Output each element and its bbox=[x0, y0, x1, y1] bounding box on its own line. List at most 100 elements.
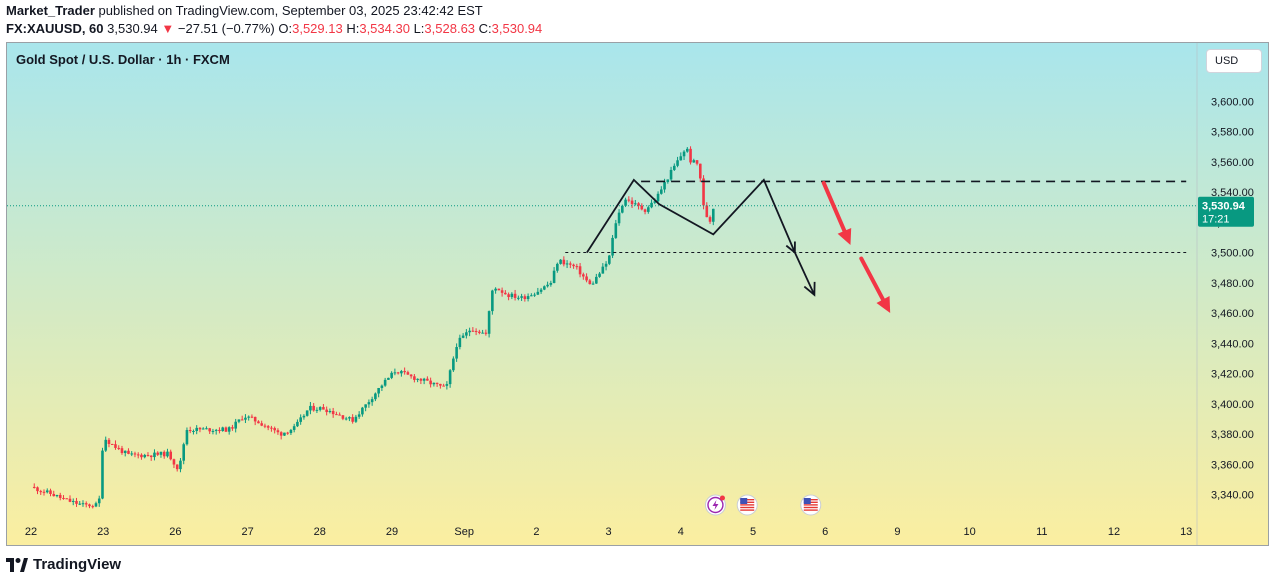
candle-body bbox=[341, 415, 345, 419]
y-tick-label: 3,360.00 bbox=[1211, 459, 1254, 471]
x-tick-label: 12 bbox=[1108, 526, 1120, 538]
candle-body bbox=[643, 209, 647, 212]
candle-body bbox=[133, 453, 137, 455]
candle-body bbox=[526, 296, 530, 300]
candle-body bbox=[318, 407, 322, 410]
candle-body bbox=[361, 407, 364, 415]
forecast-arrow-shaft bbox=[821, 180, 847, 235]
candle-body bbox=[370, 399, 374, 403]
candle-body bbox=[552, 270, 556, 283]
candle-body bbox=[107, 439, 111, 444]
y-tick-label: 3,540.00 bbox=[1211, 187, 1254, 199]
candle-body bbox=[270, 427, 273, 429]
y-tick-label: 3,340.00 bbox=[1211, 490, 1254, 502]
brand-name: TradingView bbox=[33, 556, 122, 573]
candle-body bbox=[562, 259, 566, 265]
candle-body bbox=[62, 497, 65, 499]
tradingview-brand[interactable]: TradingView bbox=[6, 556, 121, 573]
candle-body bbox=[458, 337, 462, 348]
candle-body bbox=[676, 160, 679, 166]
tradingview-logo-icon bbox=[6, 557, 28, 572]
published-text: published on TradingView.com, September … bbox=[98, 3, 483, 18]
y-tick-label: 3,400.00 bbox=[1211, 399, 1254, 411]
x-tick-label: 28 bbox=[314, 526, 326, 538]
candle-body bbox=[279, 432, 283, 436]
candle-body bbox=[94, 503, 98, 507]
candle-body bbox=[504, 292, 507, 295]
candle-body bbox=[390, 372, 393, 378]
candle-body bbox=[146, 454, 150, 456]
close-value: 3,530.94 bbox=[491, 21, 543, 36]
candle-body bbox=[364, 404, 367, 408]
candle-body bbox=[481, 332, 484, 334]
candle-body bbox=[510, 293, 514, 298]
candle-body bbox=[357, 414, 361, 417]
candle-body bbox=[55, 494, 59, 497]
candle-body bbox=[426, 378, 429, 381]
candle-body bbox=[208, 428, 211, 432]
high-label: H: bbox=[346, 21, 360, 36]
candle-body bbox=[78, 503, 82, 505]
price-change: −27.51 (−0.77%) bbox=[177, 21, 275, 36]
candle-body bbox=[494, 288, 497, 291]
candle-body bbox=[611, 237, 614, 256]
candle-body bbox=[377, 387, 380, 394]
candle-body bbox=[604, 263, 608, 267]
low-label: L: bbox=[413, 21, 425, 36]
open-value: 3,529.13 bbox=[292, 21, 343, 36]
forecast-arrowhead bbox=[876, 296, 891, 313]
candle-body bbox=[101, 450, 104, 499]
candle-body bbox=[422, 378, 426, 381]
candle-body bbox=[478, 331, 481, 333]
candle-body bbox=[608, 255, 611, 264]
open-label: O: bbox=[278, 21, 293, 36]
candle-body bbox=[205, 428, 208, 430]
candle-body bbox=[185, 430, 189, 445]
candle-body bbox=[679, 156, 683, 161]
currency-button[interactable]: USD bbox=[1206, 49, 1262, 73]
candle-body bbox=[523, 296, 527, 300]
candle-body bbox=[374, 393, 377, 400]
x-tick-label: 27 bbox=[241, 526, 253, 538]
down-arrow-icon: ▼ bbox=[161, 21, 175, 36]
publish-info: Market_Trader published on TradingView.c… bbox=[6, 3, 483, 18]
price-chart[interactable]: 3,340.00 3,360.00 3,380.00 3,400.00 3,420.00… bbox=[7, 43, 1268, 545]
candle-body bbox=[439, 383, 442, 386]
candle-body bbox=[325, 409, 328, 413]
candle-body bbox=[692, 160, 696, 163]
candle-body bbox=[546, 284, 549, 287]
candle-body bbox=[653, 201, 657, 203]
candle-body bbox=[283, 432, 286, 436]
y-tick-label: 3,500.00 bbox=[1211, 248, 1254, 260]
candle-body bbox=[299, 417, 302, 422]
candle-body bbox=[621, 205, 624, 213]
x-tick-label: 4 bbox=[678, 526, 684, 538]
author-name[interactable]: Market_Trader bbox=[6, 3, 95, 18]
candle-body bbox=[400, 371, 403, 374]
candle-body bbox=[513, 293, 517, 298]
candle-body bbox=[309, 405, 312, 411]
candle-body bbox=[169, 451, 173, 460]
us-flag-event-icon bbox=[800, 494, 822, 516]
x-tick-label: 10 bbox=[963, 526, 975, 538]
candle-body bbox=[419, 378, 423, 381]
candle-body bbox=[507, 294, 510, 298]
candle-body bbox=[575, 266, 579, 268]
candle-body bbox=[75, 500, 78, 504]
candle-body bbox=[468, 330, 471, 333]
candle-body bbox=[331, 411, 335, 415]
candle-body bbox=[578, 266, 582, 275]
x-tick-label: 2 bbox=[533, 526, 539, 538]
candle-body bbox=[367, 402, 371, 405]
candle-body bbox=[244, 417, 247, 420]
candle-body bbox=[601, 266, 605, 274]
candle-body bbox=[409, 374, 413, 377]
candle-body bbox=[588, 280, 592, 285]
candle-body bbox=[198, 427, 202, 430]
candle-body bbox=[156, 452, 160, 455]
x-tick-label: 26 bbox=[169, 526, 181, 538]
candle-body bbox=[429, 380, 432, 385]
candle-body bbox=[192, 430, 195, 432]
candle-body bbox=[49, 490, 52, 494]
candle-body bbox=[257, 421, 260, 424]
